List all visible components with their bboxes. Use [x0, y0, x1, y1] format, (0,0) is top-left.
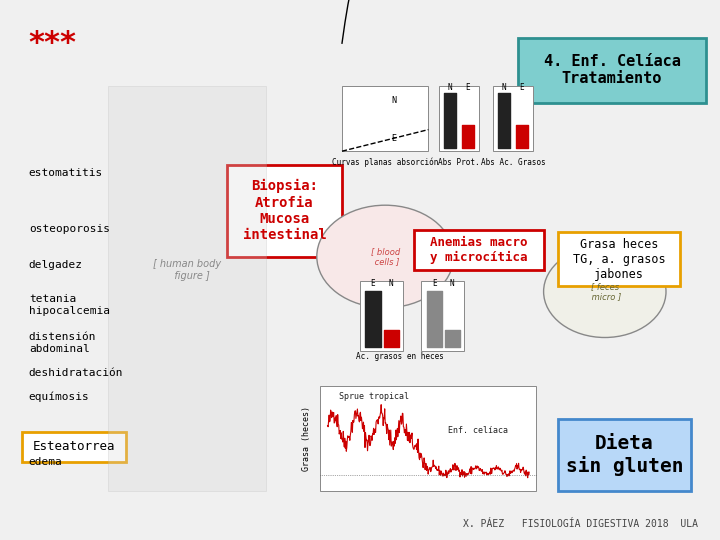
Text: E: E — [432, 279, 436, 288]
FancyBboxPatch shape — [518, 38, 706, 103]
Text: delgadez: delgadez — [29, 260, 83, 269]
Text: E: E — [392, 134, 396, 144]
Text: [ human body
   figure ]: [ human body figure ] — [153, 259, 221, 281]
Text: Curvas planas absorción: Curvas planas absorción — [332, 157, 438, 167]
FancyBboxPatch shape — [493, 86, 533, 151]
Text: ***: *** — [29, 29, 77, 58]
Text: estomatitis: estomatitis — [29, 168, 103, 178]
Text: edema: edema — [29, 457, 63, 467]
Text: distensión
abdominal: distensión abdominal — [29, 332, 96, 354]
Text: Sprue tropical: Sprue tropical — [339, 392, 410, 401]
Text: osteoporosis: osteoporosis — [29, 225, 109, 234]
Text: Enf. celíaca: Enf. celíaca — [448, 427, 508, 435]
Text: N: N — [389, 279, 393, 288]
Text: N: N — [392, 96, 396, 105]
FancyBboxPatch shape — [558, 232, 680, 286]
FancyBboxPatch shape — [360, 281, 403, 351]
FancyBboxPatch shape — [342, 86, 428, 151]
Text: Esteatorrea: Esteatorrea — [32, 440, 115, 454]
Text: E: E — [371, 279, 375, 288]
Text: [ feces
 micro ]: [ feces micro ] — [589, 282, 621, 301]
FancyBboxPatch shape — [421, 281, 464, 351]
FancyBboxPatch shape — [414, 230, 544, 270]
Text: Grasa heces
TG, a. grasos
jabones: Grasa heces TG, a. grasos jabones — [573, 238, 665, 281]
FancyBboxPatch shape — [227, 165, 342, 256]
Text: 4. Enf. Celíaca
Tratamiento: 4. Enf. Celíaca Tratamiento — [544, 54, 680, 86]
Text: Biopsia:
Atrofia
Mucosa
intestinal: Biopsia: Atrofia Mucosa intestinal — [243, 179, 326, 242]
Text: N: N — [448, 83, 453, 92]
FancyBboxPatch shape — [558, 418, 691, 491]
Text: Grasa (heces): Grasa (heces) — [302, 406, 310, 471]
Text: N: N — [502, 83, 507, 92]
FancyBboxPatch shape — [22, 432, 126, 462]
FancyBboxPatch shape — [108, 86, 266, 491]
Text: N: N — [450, 279, 454, 288]
Circle shape — [544, 246, 666, 338]
Circle shape — [317, 205, 454, 308]
Text: Abs Ac. Grasos: Abs Ac. Grasos — [481, 158, 545, 167]
FancyBboxPatch shape — [439, 86, 479, 151]
Text: Dieta
sin gluten: Dieta sin gluten — [566, 434, 683, 476]
Text: Ac. grasos en heces: Ac. grasos en heces — [356, 352, 444, 361]
Text: tetania
hipocalcemia: tetania hipocalcemia — [29, 294, 109, 316]
Text: E: E — [465, 83, 470, 92]
Text: equímosis: equímosis — [29, 392, 89, 402]
Text: deshidratación: deshidratación — [29, 368, 123, 377]
Text: X. PÁEZ   FISIOLOGÍA DIGESTIVA 2018  ULA: X. PÁEZ FISIOLOGÍA DIGESTIVA 2018 ULA — [464, 519, 698, 529]
Text: E: E — [519, 83, 524, 92]
Text: [ blood
 cells ]: [ blood cells ] — [371, 247, 400, 266]
FancyBboxPatch shape — [320, 386, 536, 491]
Text: Anemias macro
y microcítica: Anemias macro y microcítica — [430, 235, 528, 264]
Text: Abs Prot.: Abs Prot. — [438, 158, 480, 167]
